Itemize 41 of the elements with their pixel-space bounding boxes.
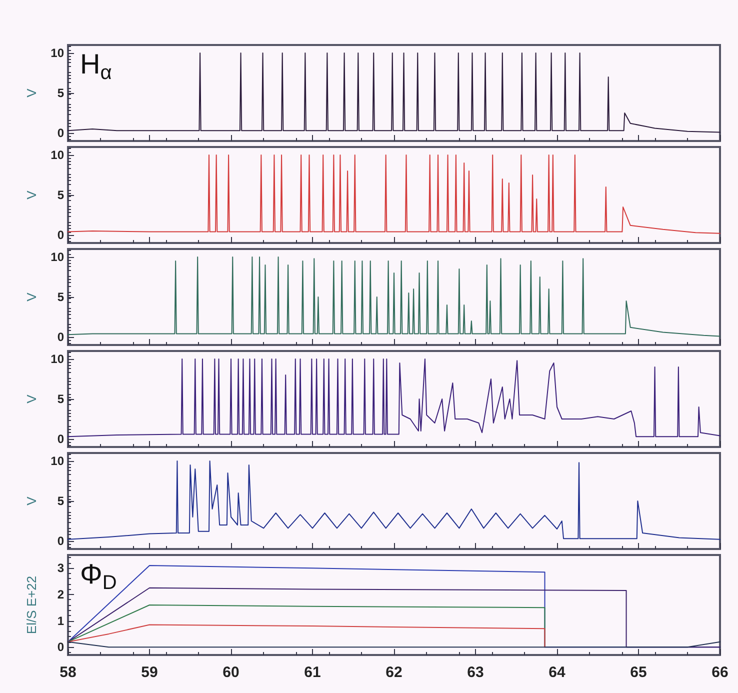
x-tick-label: 59 [141,664,158,681]
y-tick-label: 0 [57,534,64,548]
x-tick-label: 58 [60,664,76,681]
y-axis-title: V [24,394,39,404]
line-series [68,256,720,337]
y-tick-label: 5 [57,494,64,508]
y-axis-title: V [24,292,39,302]
y-tick-label: 5 [57,188,64,202]
y-tick-label: 10 [50,148,64,162]
y-tick-label: 10 [50,352,64,366]
y-tick-label: 2 [57,587,64,602]
x-tick-label: 61 [304,664,321,681]
y-tick-label: 10 [50,46,64,60]
y-tick-label: 5 [57,290,64,304]
line-series [68,587,720,648]
y-axis-title: El/S E+22 [24,576,39,634]
y-tick-label: 0 [57,126,64,140]
y-tick-label: 5 [57,86,64,100]
y-tick-label: 1 [57,614,64,628]
y-tick-label: 3 [57,561,64,576]
x-tick-label: 62 [386,664,402,681]
y-tick-label: 10 [50,454,64,468]
x-tick-label: 64 [548,664,566,681]
y-axis-title: V [24,496,39,506]
x-tick-label: 60 [222,664,240,681]
y-tick-label: 0 [57,228,64,242]
line-series [68,52,720,133]
y-tick-label: 10 [50,250,64,264]
x-tick-label: 63 [467,664,484,681]
y-tick-label: 0 [57,330,64,344]
y-tick-label: 0 [57,640,64,654]
y-tick-label: 5 [57,392,64,406]
y-axis-title: V [24,190,39,200]
x-tick-label: 66 [712,664,728,681]
line-series [68,154,720,234]
line-series [68,460,720,540]
y-axis-title: V [24,88,39,98]
x-tick-label: 65 [630,664,647,681]
line-series [68,624,546,648]
line-series [68,358,720,438]
y-tick-label: 0 [57,432,64,446]
